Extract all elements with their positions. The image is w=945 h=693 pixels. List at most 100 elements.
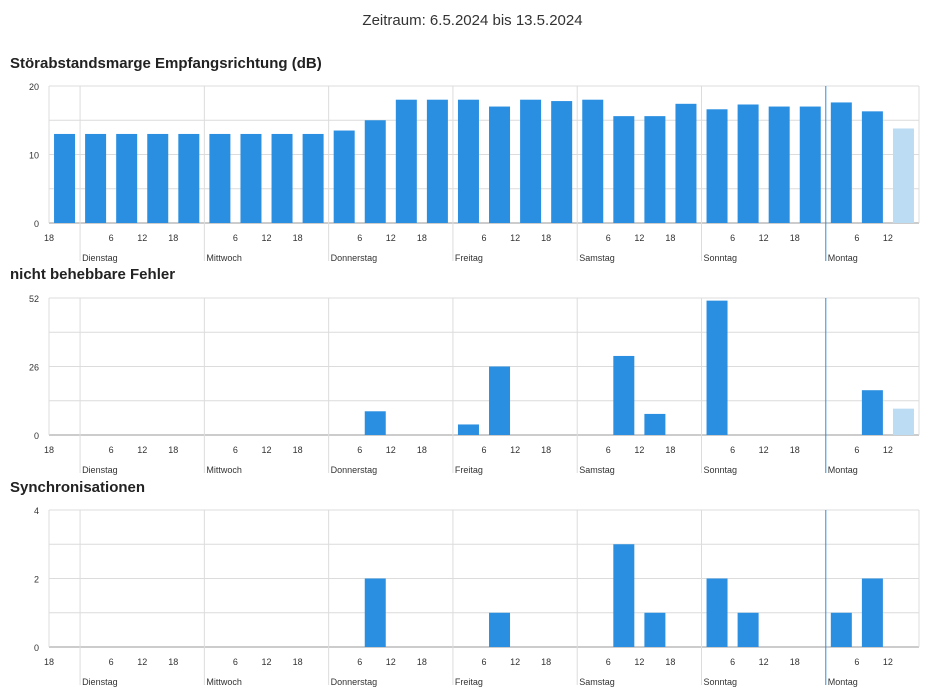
- bar: [116, 133, 138, 223]
- bar: [364, 411, 386, 435]
- bar: [582, 99, 604, 223]
- bar: [861, 111, 883, 223]
- bar: [613, 355, 635, 435]
- x-tick-label: 6: [109, 233, 114, 243]
- x-tick-label: 12: [386, 657, 396, 667]
- bar: [768, 106, 790, 223]
- bar: [457, 99, 479, 223]
- x-tick-label: 18: [665, 445, 675, 455]
- day-label: Freitag: [455, 465, 483, 475]
- bar: [489, 106, 511, 223]
- x-tick-label: 12: [634, 657, 644, 667]
- bar: [861, 390, 883, 435]
- x-tick-label: 12: [759, 233, 769, 243]
- day-label: Montag: [828, 677, 858, 687]
- x-tick-label: 6: [854, 233, 859, 243]
- x-tick-label: 6: [730, 445, 735, 455]
- x-tick-label: 6: [357, 445, 362, 455]
- bar: [147, 133, 169, 223]
- x-tick-label: 6: [854, 445, 859, 455]
- x-tick-label: 12: [137, 233, 147, 243]
- day-label: Samstag: [579, 677, 615, 687]
- day-label: Mittwoch: [206, 253, 242, 263]
- bar: [737, 612, 759, 647]
- bar: [520, 99, 542, 223]
- x-tick-label: 12: [386, 233, 396, 243]
- bar: [706, 300, 728, 435]
- snr-chart: 0 10 20 18 6 12 18 6 12 18 6 12 18 6 12 18 6 12 18 6 12 18 6 12…: [29, 82, 920, 263]
- bar: [333, 130, 355, 223]
- x-tick-label: 18: [168, 445, 178, 455]
- day-label: Montag: [828, 253, 858, 263]
- chart-title-errors: nicht behebbare Fehler: [10, 266, 176, 283]
- x-tick-label: 6: [854, 657, 859, 667]
- x-tick-label: 18: [293, 445, 303, 455]
- day-label: Samstag: [579, 253, 615, 263]
- x-tick-label: 6: [481, 233, 486, 243]
- bar: [395, 99, 417, 223]
- day-label: Sonntag: [704, 465, 738, 475]
- day-label: Freitag: [455, 253, 483, 263]
- y-tick-label: 52: [29, 294, 39, 304]
- x-tick-label: 6: [357, 233, 362, 243]
- day-label: Sonntag: [704, 253, 738, 263]
- chart-title-sync: Synchronisationen: [10, 479, 146, 496]
- bar: [85, 133, 107, 223]
- bar: [457, 424, 479, 435]
- x-tick-label: 18: [417, 657, 427, 667]
- x-tick-label: 18: [417, 445, 427, 455]
- x-tick-label: 6: [481, 657, 486, 667]
- x-tick-label: 6: [233, 445, 238, 455]
- bar: [675, 103, 697, 223]
- x-tick-label: 12: [261, 657, 271, 667]
- bar: [644, 413, 666, 435]
- bar: [892, 408, 914, 435]
- period-header: Zeitraum: 6.5.2024 bis 13.5.2024: [362, 12, 583, 29]
- x-tick-label: 12: [137, 445, 147, 455]
- chart-title-snr: Störabstandsmarge Empfangsrichtung (dB): [10, 55, 322, 72]
- x-tick-label: 12: [510, 657, 520, 667]
- bar: [861, 578, 883, 647]
- x-tick-label: 6: [606, 233, 611, 243]
- bar: [302, 133, 324, 223]
- bar: [364, 120, 386, 223]
- x-tick-label: 18: [293, 233, 303, 243]
- bar: [706, 109, 728, 223]
- y-tick-label: 2: [34, 575, 39, 585]
- bar: [706, 578, 728, 647]
- x-tick-label: 6: [606, 657, 611, 667]
- x-tick-label: 12: [386, 445, 396, 455]
- y-tick-label: 20: [29, 82, 39, 92]
- x-tick-label: 18: [293, 657, 303, 667]
- y-tick-label: 4: [34, 506, 39, 516]
- y-tick-label: 26: [29, 363, 39, 373]
- x-tick-label: 12: [634, 445, 644, 455]
- x-tick-label: 12: [634, 233, 644, 243]
- errors-chart: 0 26 52 18 6 12 18 6 12 18 6 12 18 6 12 18 6 12 18 6 12 18 6 12…: [29, 294, 920, 475]
- x-tick-label: 12: [759, 657, 769, 667]
- bar: [364, 578, 386, 647]
- x-tick-label: 6: [109, 657, 114, 667]
- x-tick-label: 12: [883, 657, 893, 667]
- day-label: Freitag: [455, 677, 483, 687]
- x-tick-label: 6: [109, 445, 114, 455]
- day-label: Dienstag: [82, 677, 118, 687]
- day-label: Sonntag: [704, 677, 738, 687]
- x-tick-label: 6: [357, 657, 362, 667]
- x-tick-label: 18: [541, 445, 551, 455]
- x-tick-label: 18: [790, 445, 800, 455]
- bar: [644, 612, 666, 647]
- bar: [613, 116, 635, 223]
- bar: [644, 116, 666, 223]
- bar: [209, 133, 231, 223]
- bar: [489, 366, 511, 435]
- bar: [830, 102, 852, 223]
- day-label: Donnerstag: [331, 677, 378, 687]
- day-label: Donnerstag: [331, 253, 378, 263]
- x-tick-label: 18: [168, 233, 178, 243]
- x-tick-label: 6: [481, 445, 486, 455]
- sync-chart: 0 2 4 18 6 12 18 6 12 18 6 12 18 6 12 18 6 12 18 6 12 18 6 12 Di…: [34, 506, 920, 687]
- x-tick-label: 12: [883, 445, 893, 455]
- bar: [551, 101, 573, 223]
- y-tick-label: 10: [29, 151, 39, 161]
